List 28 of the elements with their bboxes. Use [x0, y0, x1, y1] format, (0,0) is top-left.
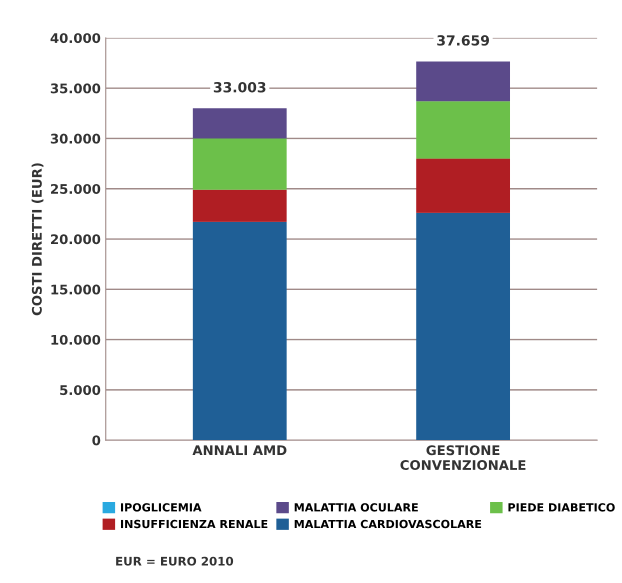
- legend-label: MALATTIA CARDIOVASCOLARE: [294, 520, 482, 528]
- bar: [192, 138, 287, 190]
- total-label: 33.003: [214, 82, 266, 92]
- y-tick-label: 20.000: [51, 234, 100, 244]
- bar: [416, 61, 510, 102]
- legend-label: IPOGLICEMIA: [120, 503, 202, 512]
- y-tick-label: 0: [92, 435, 100, 446]
- legend-label: INSUFFICIENZA RENALE: [120, 520, 268, 528]
- y-tick-label: 30.000: [50, 134, 100, 144]
- y-tick-label: 35.000: [50, 83, 100, 94]
- bar: [416, 158, 510, 213]
- total-label: 37.659: [437, 35, 490, 46]
- bar: [192, 222, 287, 440]
- bar: [192, 108, 287, 138]
- y-tick-label: 25.000: [51, 184, 100, 194]
- legend-label: PIEDE DIABETICO: [508, 503, 615, 512]
- bar: [416, 101, 510, 159]
- legend-label: MALATTIA OCULARE: [294, 503, 418, 512]
- bar: [192, 190, 287, 222]
- y-axis-title: COSTI DIRETTI (EUR): [32, 163, 44, 316]
- y-tick-label: 15.000: [51, 284, 100, 295]
- y-tick-label: 5.000: [60, 385, 100, 396]
- y-tick-label: 40.000: [50, 33, 100, 44]
- text: EUR = EURO 2010: [116, 556, 234, 566]
- y-tick-label: 10.000: [51, 334, 100, 345]
- x-tick-label: GESTIONE CONVENZIONALE: [400, 445, 526, 470]
- bar: [416, 212, 510, 440]
- x-tick-label: ANNALI AMD: [192, 445, 286, 456]
